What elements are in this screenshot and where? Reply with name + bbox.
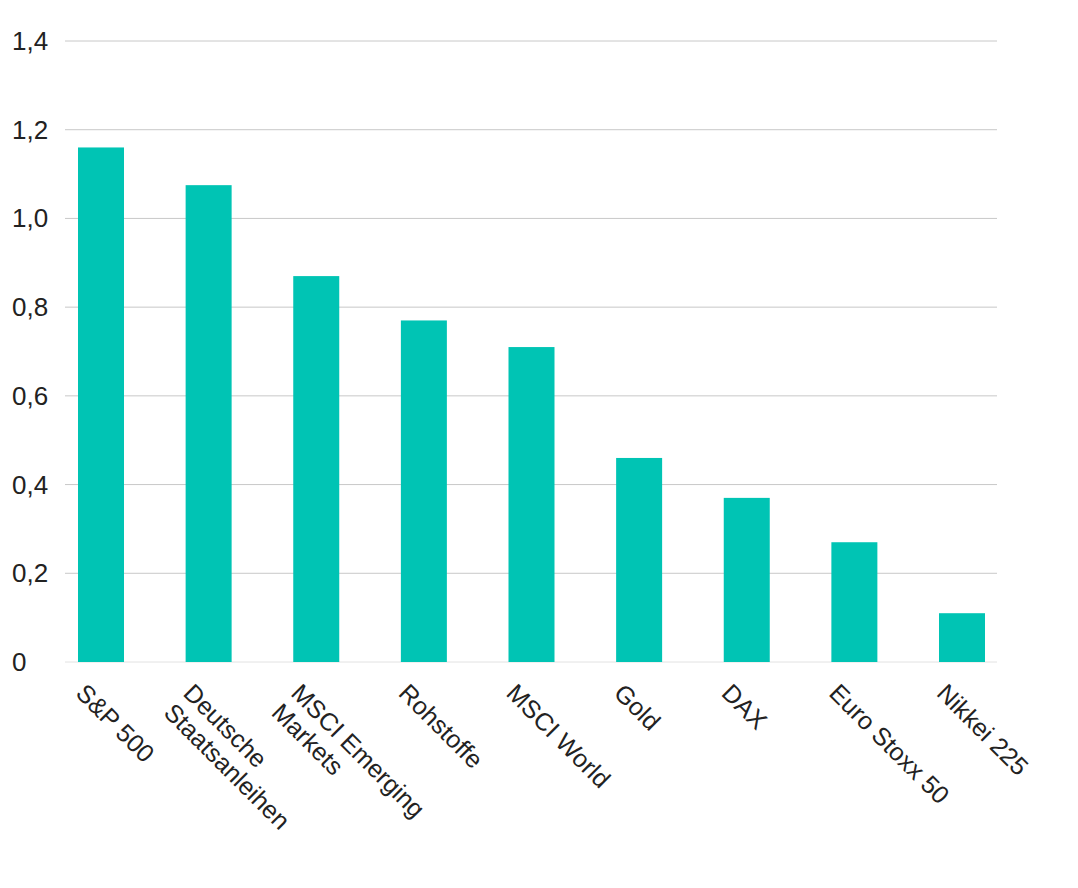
chart-svg: 0 0,2 0,4 0,6 0,8 1,0 1,2 1,4 S&P 500DeutscheSta…: [0, 0, 1078, 888]
x-tick-label: Gold: [609, 678, 666, 735]
y-tick-label: 0,6: [12, 381, 48, 411]
y-tick-labels: 0 0,2 0,4 0,6 0,8 1,0 1,2 1,4: [12, 26, 48, 677]
y-tick-label: 1,4: [12, 26, 48, 56]
grid-line: [65, 41, 997, 42]
y-tick-label: 1,2: [12, 115, 48, 145]
x-tick-label: Nikkei 225: [932, 678, 1034, 780]
y-tick-label: 0: [12, 647, 26, 677]
bar: [724, 498, 770, 662]
y-tick-label: 0,8: [12, 292, 48, 322]
bar: [293, 276, 339, 662]
y-tick-label: 0,2: [12, 558, 48, 588]
x-tick-label-group: DAX: [717, 678, 773, 734]
x-tick-label: S&P 500: [71, 678, 160, 767]
bar: [831, 542, 877, 662]
bars: [78, 147, 985, 662]
bar: [616, 458, 662, 662]
bar: [78, 147, 124, 662]
bar: [186, 185, 232, 662]
x-tick-label-group: MSCI World: [501, 678, 616, 793]
chart-container: 0 0,2 0,4 0,6 0,8 1,0 1,2 1,4 S&P 500DeutscheSta…: [0, 0, 1078, 888]
bar: [509, 347, 555, 662]
x-tick-label-group: Rohstoffe: [394, 678, 489, 773]
x-tick-label-group: Nikkei 225: [932, 678, 1034, 780]
grid: [65, 41, 997, 662]
x-tick-labels: S&P 500DeutscheStaatsanleihenMSCI Emergi…: [71, 678, 1034, 842]
bar: [401, 320, 447, 662]
x-tick-label-group: S&P 500: [71, 678, 160, 767]
y-tick-label: 0,4: [12, 470, 48, 500]
x-tick-label: MSCI World: [501, 678, 616, 793]
x-tick-label: Rohstoffe: [394, 678, 489, 773]
x-tick-label: DAX: [717, 678, 773, 734]
x-tick-label-group: Gold: [609, 678, 666, 735]
y-tick-label: 1,0: [12, 203, 48, 233]
grid-line: [65, 129, 997, 130]
bar: [939, 613, 985, 662]
